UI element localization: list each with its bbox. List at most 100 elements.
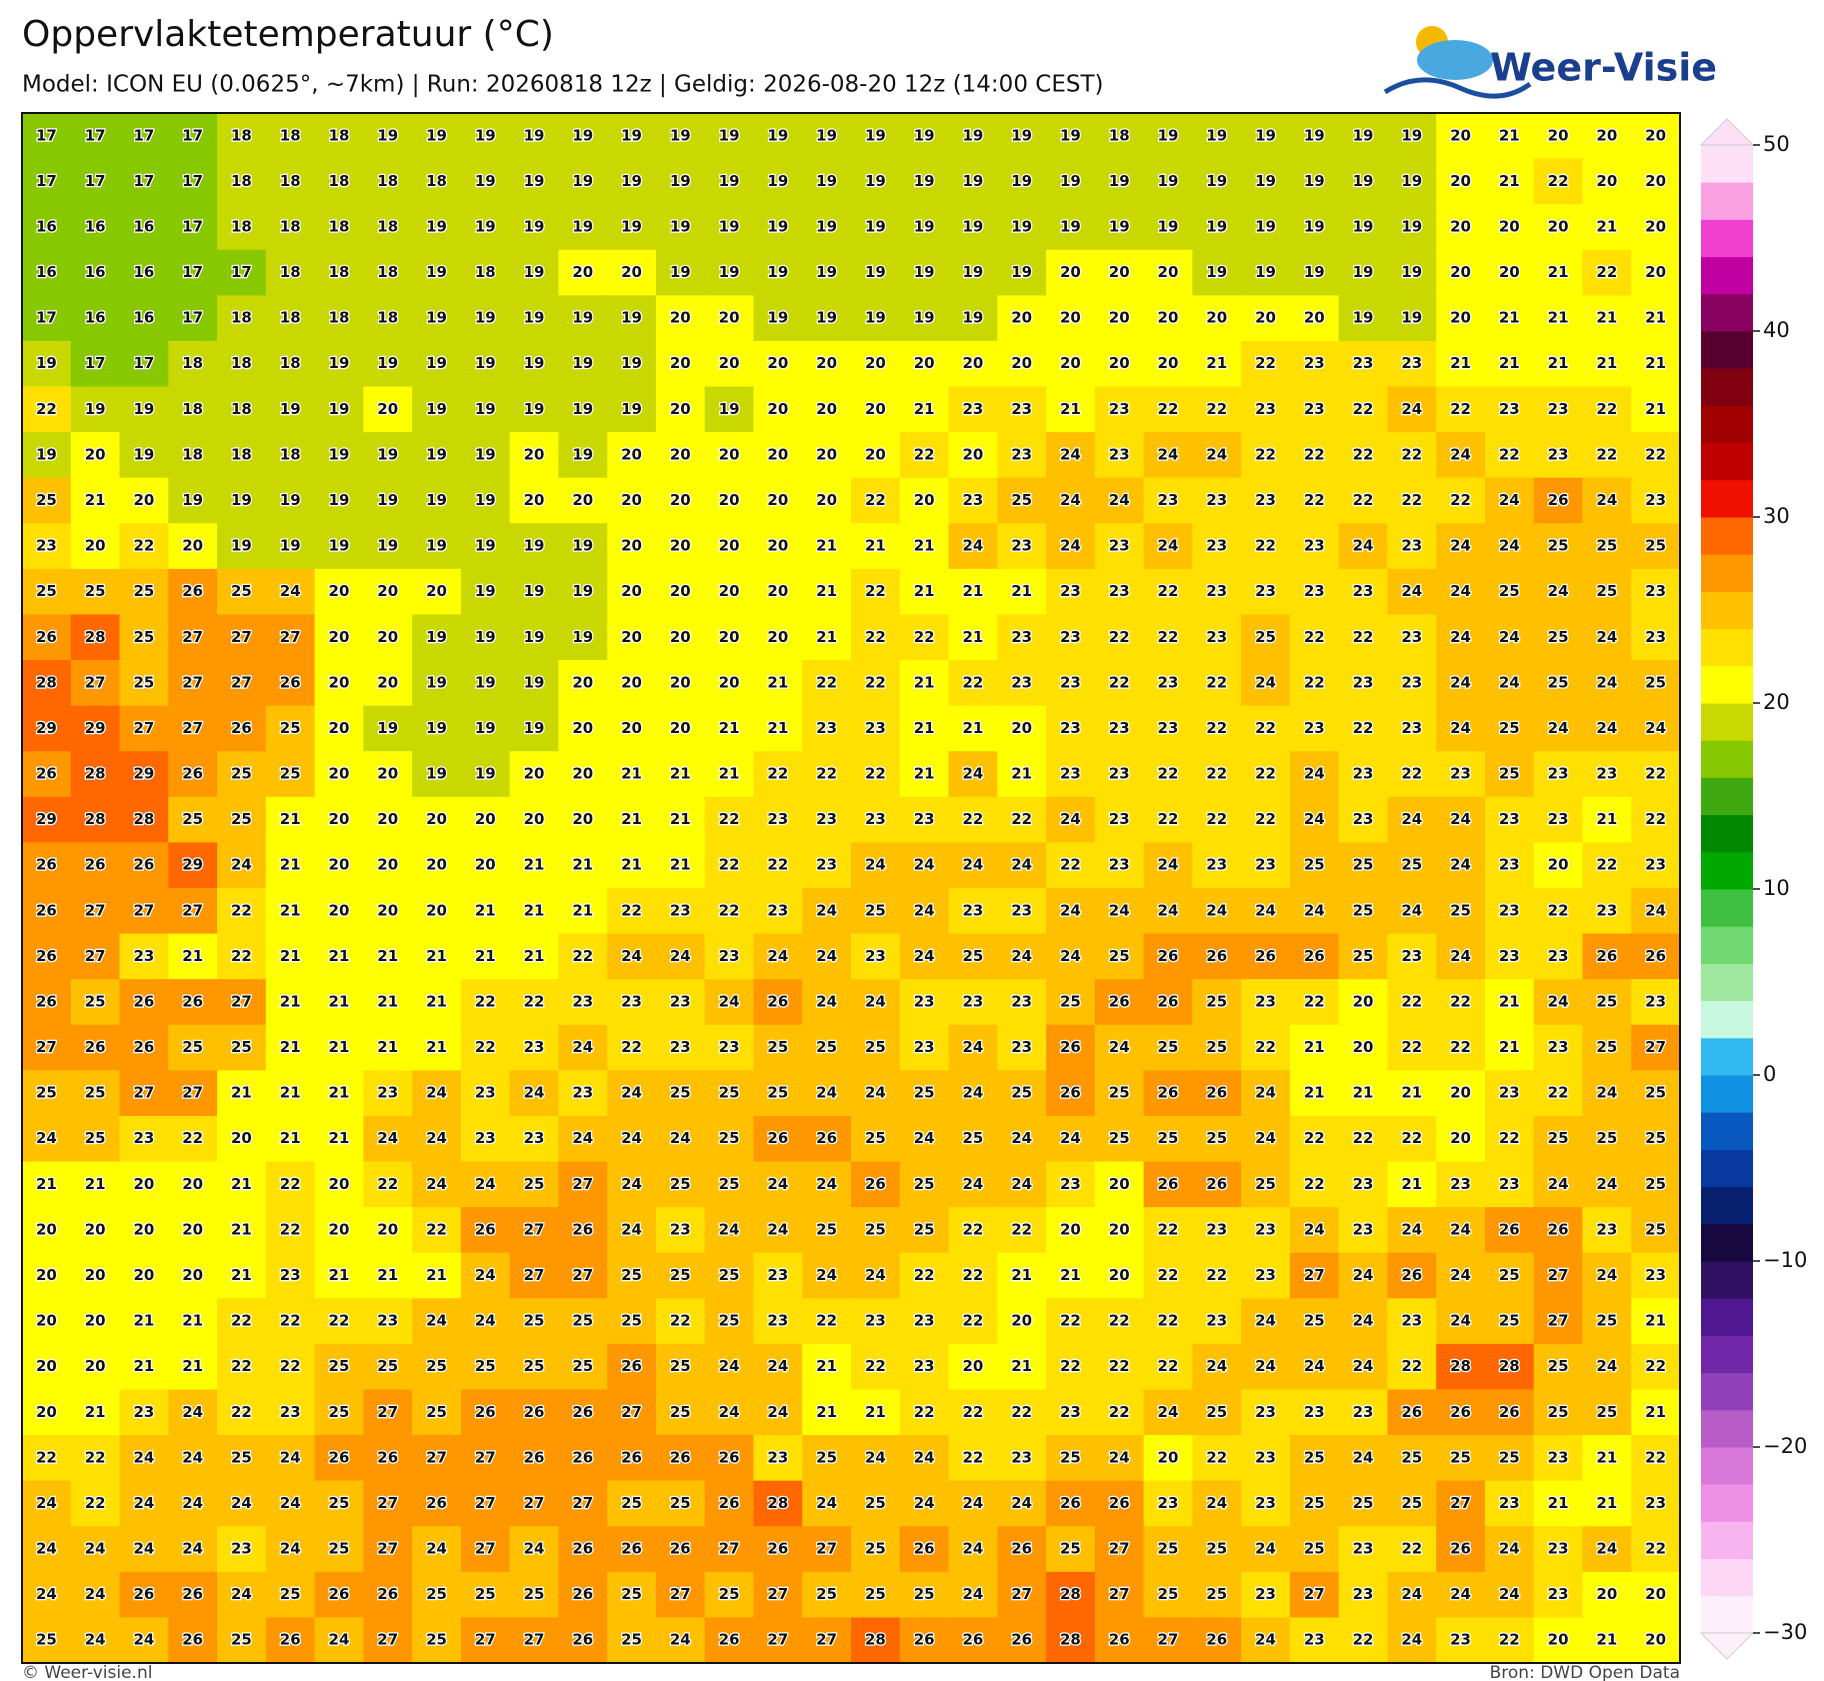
- temperature-cell: [265, 751, 316, 798]
- temperature-label: 22: [1206, 719, 1227, 737]
- temperature-cell: [558, 295, 608, 342]
- temperature-label: 22: [1596, 445, 1617, 463]
- temperature-label: 27: [182, 673, 203, 691]
- temperature-cell: [265, 1389, 316, 1436]
- temperature-cell: [558, 386, 608, 433]
- temperature-label: 28: [1060, 1631, 1081, 1649]
- temperature-cell: [412, 432, 462, 479]
- temperature-label: 19: [572, 172, 593, 190]
- temperature-label: 19: [377, 491, 398, 509]
- temperature-cell: [1387, 705, 1437, 752]
- temperature-label: 19: [426, 491, 447, 509]
- temperature-cell: [509, 1343, 559, 1390]
- temperature-cell: [1631, 888, 1681, 935]
- colorbar-tip: [1699, 1632, 1755, 1660]
- temperature-label: 20: [329, 901, 350, 919]
- temperature-label: 25: [767, 1084, 788, 1102]
- temperature-label: 22: [914, 1403, 935, 1421]
- temperature-label: 21: [1548, 263, 1569, 281]
- temperature-cell: [997, 842, 1047, 889]
- temperature-label: 19: [914, 126, 935, 144]
- temperature-label: 24: [816, 1175, 837, 1193]
- temperature-cell: [1436, 1070, 1486, 1117]
- temperature-label: 23: [670, 1038, 691, 1056]
- temperature-label: 23: [1548, 1038, 1569, 1056]
- temperature-cell: [851, 614, 901, 661]
- temperature-cell: [265, 386, 316, 433]
- temperature-label: 24: [1450, 947, 1471, 965]
- temperature-label: 21: [865, 537, 886, 555]
- temperature-label: 19: [572, 354, 593, 372]
- temperature-label: 18: [426, 172, 447, 190]
- temperature-label: 23: [1353, 765, 1374, 783]
- temperature-cell: [655, 1435, 706, 1482]
- temperature-label: 24: [1548, 1175, 1569, 1193]
- temperature-label: 25: [524, 1585, 545, 1603]
- temperature-label: 24: [1109, 901, 1130, 919]
- temperature-cell: [558, 1161, 608, 1208]
- temperature-label: 26: [1206, 947, 1227, 965]
- temperature-label: 25: [1596, 1129, 1617, 1147]
- temperature-cell: [1631, 1252, 1681, 1299]
- temperature-label: 24: [1255, 1540, 1276, 1558]
- temperature-cell: [22, 113, 72, 160]
- temperature-cell: [851, 1252, 901, 1299]
- temperature-label: 18: [377, 217, 398, 235]
- temperature-label: 25: [280, 1585, 301, 1603]
- temperature-label: 16: [36, 263, 57, 281]
- temperature-label: 24: [962, 1540, 983, 1558]
- temperature-label: 20: [426, 582, 447, 600]
- temperature-label: 26: [1109, 1631, 1130, 1649]
- temperature-cell: [558, 979, 608, 1026]
- temperature-label: 23: [1353, 1540, 1374, 1558]
- temperature-label: 21: [1596, 1448, 1617, 1466]
- temperature-cell: [948, 842, 998, 889]
- temperature-label: 25: [426, 1403, 447, 1421]
- temperature-cell: [1094, 1389, 1145, 1436]
- temperature-cell: [1631, 568, 1681, 615]
- temperature-label: 20: [85, 1266, 106, 1284]
- temperature-label: 21: [1304, 1084, 1325, 1102]
- temperature-label: 21: [524, 947, 545, 965]
- temperature-label: 27: [1304, 1585, 1325, 1603]
- temperature-label: 20: [719, 354, 740, 372]
- temperature-label: 20: [816, 400, 837, 418]
- temperature-label: 19: [1401, 217, 1422, 235]
- temperature-cell: [1582, 158, 1632, 205]
- temperature-cell: [704, 568, 754, 615]
- temperature-cell: [412, 1435, 462, 1482]
- temperature-cell: [704, 842, 754, 889]
- temperature-label: 26: [572, 1403, 593, 1421]
- temperature-label: 25: [1450, 1448, 1471, 1466]
- temperature-label: 27: [572, 1266, 593, 1284]
- temperature-cell: [851, 1343, 901, 1390]
- temperature-cell: [704, 1389, 754, 1436]
- temperature-label: 24: [1548, 992, 1569, 1010]
- temperature-cell: [1436, 158, 1486, 205]
- temperature-label: 24: [621, 1129, 642, 1147]
- temperature-label: 17: [133, 172, 154, 190]
- temperature-label: 24: [1353, 537, 1374, 555]
- temperature-label: 24: [182, 1448, 203, 1466]
- temperature-cell: [1436, 660, 1486, 707]
- temperature-label: 22: [865, 491, 886, 509]
- temperature-cell: [851, 1435, 901, 1482]
- temperature-cell: [655, 1207, 706, 1254]
- temperature-cell: [1289, 705, 1340, 752]
- temperature-cell: [1289, 340, 1340, 388]
- temperature-cell: [1387, 340, 1437, 388]
- temperature-cell: [704, 1070, 754, 1117]
- temperature-cell: [704, 113, 754, 160]
- temperature-label: 18: [182, 400, 203, 418]
- temperature-label: 17: [133, 354, 154, 372]
- temperature-cell: [1582, 340, 1632, 388]
- temperature-label: 22: [1645, 1448, 1666, 1466]
- temperature-label: 20: [231, 1129, 252, 1147]
- temperature-cell: [1046, 340, 1096, 388]
- temperature-cell: [168, 705, 218, 752]
- temperature-label: 21: [280, 947, 301, 965]
- temperature-cell: [851, 113, 901, 160]
- temperature-label: 22: [1304, 491, 1325, 509]
- temperature-cell: [314, 249, 364, 296]
- temperature-label: 25: [572, 1357, 593, 1375]
